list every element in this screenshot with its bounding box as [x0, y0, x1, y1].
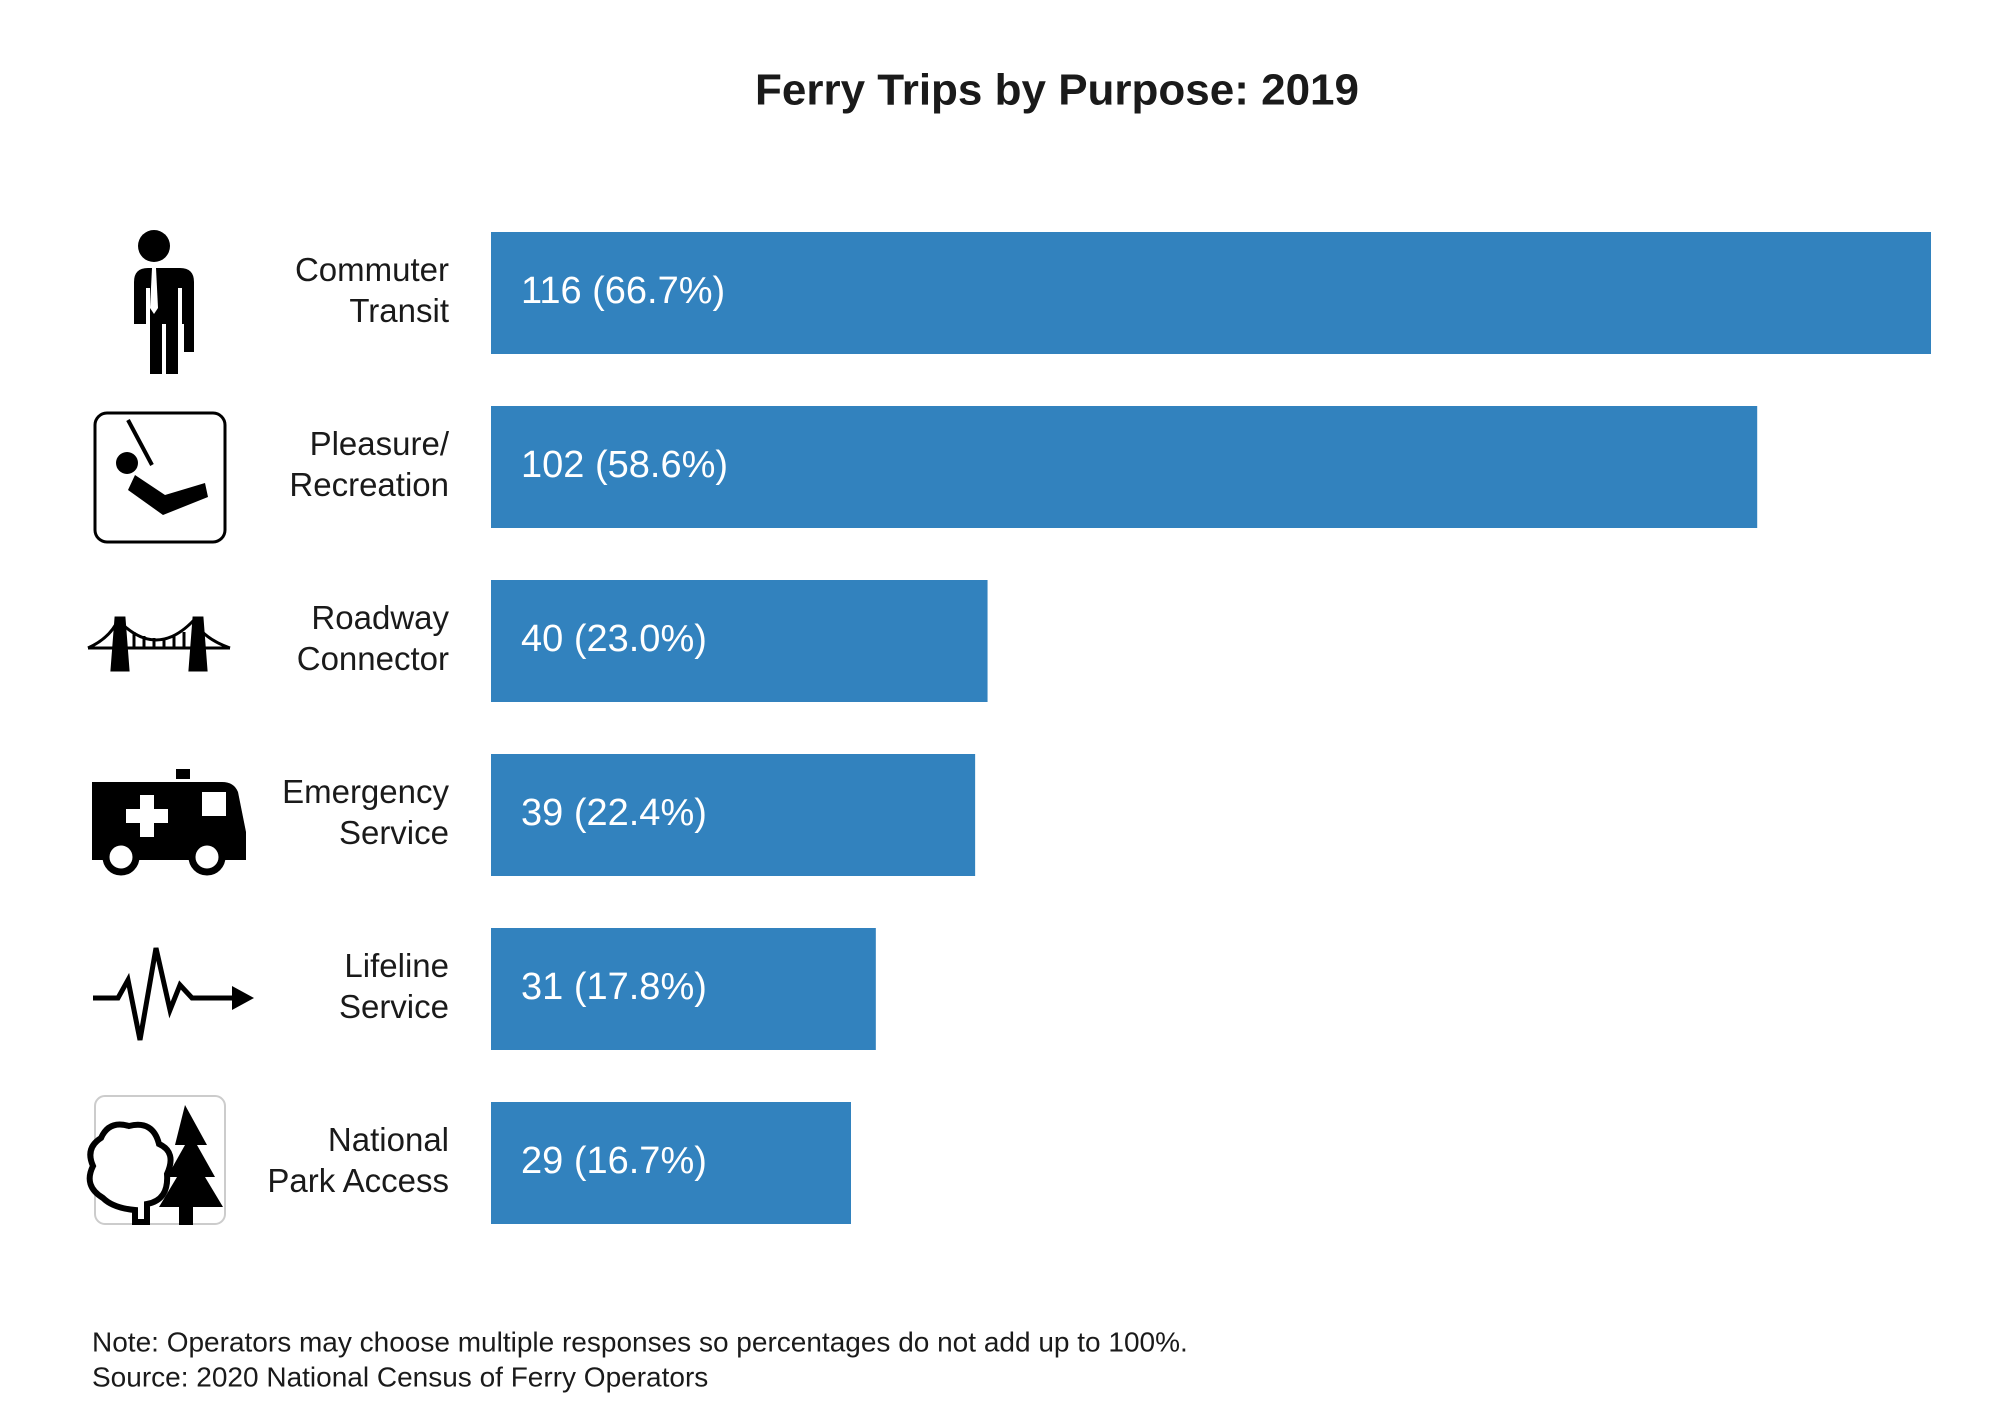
value-label: 116 (66.7%): [521, 270, 725, 312]
value-label: 39 (22.4%): [521, 792, 707, 834]
category-label: Emergency: [282, 773, 449, 810]
category-label: Roadway: [311, 599, 449, 636]
icons: [86, 230, 254, 1225]
category-label: National: [328, 1121, 449, 1158]
park-icon: [86, 1095, 226, 1225]
category-label: Park Access: [267, 1162, 449, 1199]
note: Note: Operators may choose multiple resp…: [92, 1326, 1188, 1357]
bar: [491, 928, 876, 1050]
category-label: Recreation: [289, 466, 449, 503]
bar: [491, 754, 976, 876]
value-label: 102 (58.6%): [521, 444, 728, 486]
lifeline-icon: [93, 947, 254, 1041]
category-label: Connector: [297, 640, 449, 677]
category-label: Commuter: [295, 251, 449, 288]
category-label: Transit: [349, 292, 449, 329]
value-label: 31 (17.8%): [521, 966, 707, 1008]
source: Source: 2020 National Census of Ferry Op…: [92, 1361, 708, 1392]
chart-title: Ferry Trips by Purpose: 2019: [755, 66, 1359, 115]
bar: [491, 580, 988, 702]
commuter-icon: [128, 230, 194, 374]
bridge-icon: [87, 616, 231, 672]
bar: [491, 406, 1758, 528]
bar: [491, 1102, 851, 1224]
category-label: Pleasure/: [310, 425, 450, 462]
value-label: 29 (16.7%): [521, 1140, 707, 1182]
bar: [491, 232, 1931, 354]
category-label: Service: [339, 814, 449, 851]
category-label: Lifeline: [344, 947, 449, 984]
ambulance-icon: [92, 769, 246, 876]
category-label: Service: [339, 988, 449, 1025]
pleasure-icon: [93, 411, 227, 544]
value-label: 40 (23.0%): [521, 618, 707, 660]
